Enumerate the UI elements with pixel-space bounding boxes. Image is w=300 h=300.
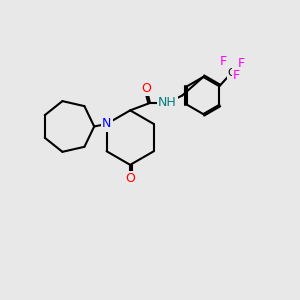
- Text: F: F: [233, 69, 240, 82]
- Text: C: C: [228, 68, 236, 78]
- Text: F: F: [220, 55, 226, 68]
- Text: NH: NH: [158, 96, 177, 110]
- Text: O: O: [125, 172, 135, 185]
- Text: O: O: [141, 82, 151, 94]
- Text: N: N: [102, 118, 111, 130]
- Text: F: F: [238, 57, 245, 70]
